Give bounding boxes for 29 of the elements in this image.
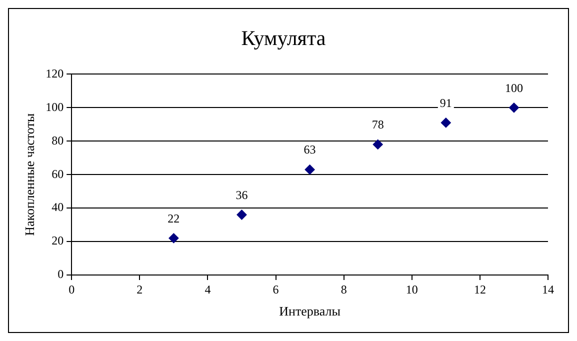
point [168, 233, 179, 244]
x-tick-label: 8 [340, 282, 347, 296]
point [440, 118, 451, 128]
point [508, 102, 519, 113]
x-tick-label: 0 [68, 282, 75, 296]
y-tick-label: 60 [52, 166, 64, 181]
chart-title: Кумулята [241, 26, 326, 50]
y-axis-title: Накопленные частоты [22, 113, 38, 236]
y-tick-label: 80 [52, 133, 64, 148]
y-tick-label: 100 [46, 100, 64, 114]
y-tick-label: 40 [52, 200, 64, 214]
data-label: 36 [236, 188, 248, 202]
x-tick-label: 14 [542, 282, 554, 296]
point [236, 210, 247, 220]
point [372, 139, 383, 150]
x-tick-label: 12 [474, 282, 486, 296]
data-label: 91 [440, 96, 452, 110]
x-tick-label: 4 [204, 282, 211, 296]
x-tick-label: 10 [406, 282, 418, 296]
y-tick-label: 0 [58, 267, 64, 282]
data-label: 100 [504, 80, 523, 95]
y-tick-label: 20 [52, 234, 64, 248]
data-label: 63 [304, 142, 316, 157]
data-label: 22 [168, 211, 180, 226]
data-label: 78 [372, 118, 384, 132]
y-tick-label: 120 [46, 66, 64, 80]
x-tick-label: 6 [272, 282, 279, 296]
point [304, 164, 315, 175]
x-tick-label: 2 [136, 282, 143, 296]
